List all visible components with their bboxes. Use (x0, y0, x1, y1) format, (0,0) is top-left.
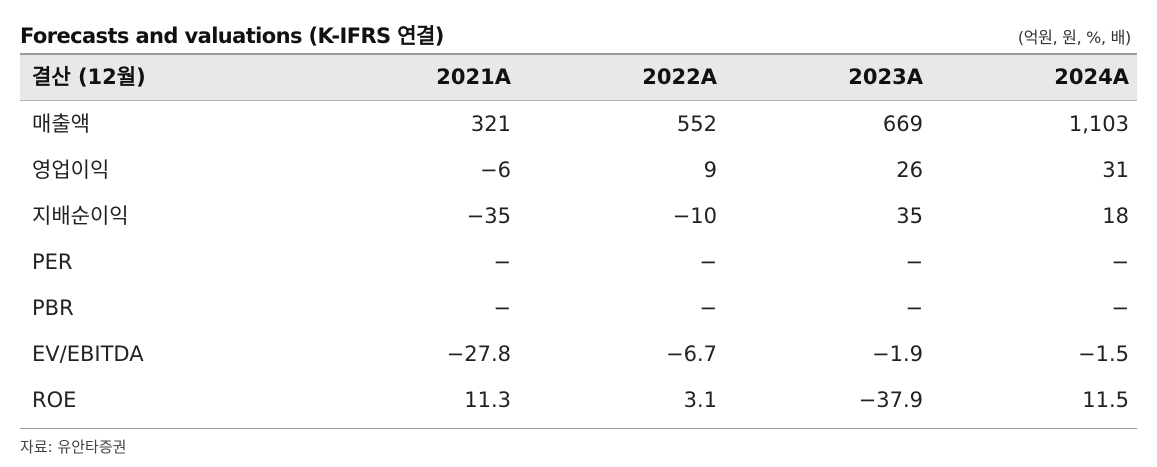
table-row: ROE 11.3 3.1 −37.9 11.5 (20, 377, 1137, 423)
cell-2021a: 11.3 (464, 388, 511, 412)
table-row: EV/EBITDA −27.8 −6.7 −1.9 −1.5 (20, 331, 1137, 377)
cell-2021a: −6 (480, 158, 511, 182)
cell-2022a: 3.1 (683, 388, 717, 412)
cell-2023a: − (905, 250, 923, 274)
cell-2022a: − (699, 296, 717, 320)
header-2024a: 2024A (1054, 65, 1129, 89)
cell-2023a: 669 (882, 112, 923, 136)
table-row: 매출액 321 552 669 1,103 (20, 101, 1137, 147)
cell-2021a: −27.8 (446, 342, 511, 366)
cell-2022a: 552 (676, 112, 717, 136)
cell-2024a: 31 (1102, 158, 1129, 182)
header-2022a: 2022A (642, 65, 717, 89)
cell-2023a: − (905, 296, 923, 320)
header-2023a: 2023A (848, 65, 923, 89)
cell-2022a: −6.7 (666, 342, 717, 366)
unit-note: (억원, 원, %, 배) (1017, 28, 1131, 47)
header-rule (20, 100, 1137, 101)
header-label: 결산 (12월) (32, 65, 146, 89)
row-label: EV/EBITDA (32, 342, 144, 366)
cell-2023a: 35 (896, 204, 923, 228)
header-2021a: 2021A (436, 65, 511, 89)
source-note: 자료: 유안타증권 (20, 438, 127, 456)
cell-2024a: 18 (1102, 204, 1129, 228)
cell-2024a: 11.5 (1082, 388, 1129, 412)
cell-2023a: 26 (896, 158, 923, 182)
cell-2021a: − (493, 296, 511, 320)
top-rule (20, 53, 1137, 55)
row-label: 영업이익 (32, 158, 110, 182)
title-row: Forecasts and valuations (K-IFRS 연결) (억원… (20, 18, 1137, 52)
cell-2024a: − (1111, 250, 1129, 274)
table-row: PER − − − − (20, 239, 1137, 285)
cell-2023a: −37.9 (858, 388, 923, 412)
row-label: 지배순이익 (32, 204, 129, 228)
cell-2021a: −35 (466, 204, 511, 228)
cell-2021a: − (493, 250, 511, 274)
row-label: 매출액 (32, 112, 90, 136)
cell-2024a: −1.5 (1078, 342, 1129, 366)
row-label: PBR (32, 296, 74, 320)
row-label: ROE (32, 388, 77, 412)
cell-2023a: −1.9 (872, 342, 923, 366)
cell-2021a: 321 (470, 112, 511, 136)
cell-2022a: − (699, 250, 717, 274)
cell-2024a: 1,103 (1068, 112, 1129, 136)
bottom-rule (20, 428, 1137, 429)
row-label: PER (32, 250, 73, 274)
table-row: PBR − − − − (20, 285, 1137, 331)
table-row: 영업이익 −6 9 26 31 (20, 147, 1137, 193)
cell-2024a: − (1111, 296, 1129, 320)
cell-2022a: 9 (703, 158, 717, 182)
cell-2022a: −10 (672, 204, 717, 228)
table-header: 결산 (12월) 2021A 2022A 2023A 2024A (20, 55, 1137, 100)
table-row: 지배순이익 −35 −10 35 18 (20, 193, 1137, 239)
table-title: Forecasts and valuations (K-IFRS 연결) (20, 24, 444, 48)
